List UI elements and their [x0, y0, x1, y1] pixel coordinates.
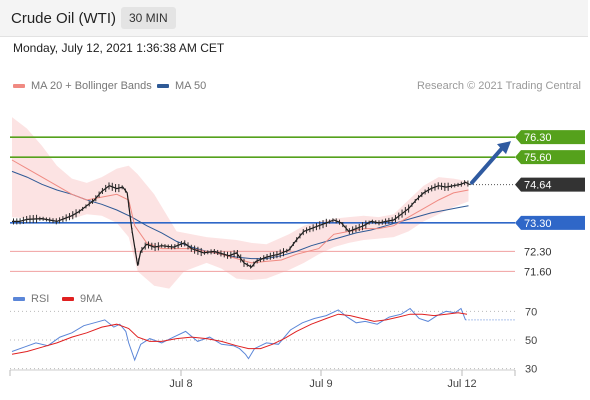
- instrument-title: Crude Oil (WTI): [11, 10, 116, 27]
- x-tick-label: Jul 9: [309, 378, 332, 390]
- ma50-swatch: [157, 84, 169, 89]
- legend-ma20: MA 20 + Bollinger Bands: [13, 80, 152, 92]
- rsi-level-label-30: 30: [525, 364, 537, 376]
- legend-ma50: MA 50: [157, 80, 206, 92]
- rsi-level-label-50: 50: [525, 335, 537, 347]
- level-tag-76.30: [515, 130, 585, 145]
- level-tag-74.64: [515, 177, 585, 192]
- rsi-level-label-70: 70: [525, 306, 537, 318]
- legend-rsi: RSI: [13, 293, 49, 305]
- rsi-line: [11, 307, 466, 362]
- ma20-line: [11, 159, 469, 264]
- level-tag-75.60: [515, 150, 585, 165]
- level-label-72.30: 72.30: [524, 246, 552, 258]
- x-tick-label: Jul 8: [169, 378, 192, 390]
- x-tick-label: Jul 12: [447, 378, 476, 390]
- rsi-9ma-line: [11, 312, 468, 355]
- level-label-76.30: 76.30: [524, 132, 552, 144]
- legend-ma20-label: MA 20 + Bollinger Bands: [31, 80, 152, 92]
- legend-rsi-label: RSI: [31, 293, 50, 305]
- price-panel: 76.30 75.60 74.64 73.30 72.30 71.60: [10, 117, 585, 289]
- timestamp: Monday, July 12, 2021 1:36:38 AM CET: [13, 41, 225, 55]
- legend-ma50-label: MA 50: [175, 80, 207, 92]
- ma20-swatch: [13, 84, 25, 89]
- legend-9ma-label: 9MA: [80, 293, 103, 305]
- 9ma-swatch: [62, 297, 74, 302]
- rsi-swatch: [13, 297, 25, 302]
- forecast-arrow: [470, 145, 505, 185]
- level-label-73.30: 73.30: [524, 218, 552, 230]
- time-axis: Jul 8 Jul 9 Jul 12: [9, 369, 516, 390]
- legend-9ma: 9MA: [62, 293, 103, 305]
- forecast-arrow-head: [497, 141, 511, 155]
- level-label-71.60: 71.60: [524, 266, 552, 278]
- level-label-74.64: 74.64: [524, 180, 552, 192]
- level-tag-73.30: [515, 215, 585, 230]
- rsi-panel: 70 50 30: [10, 306, 537, 376]
- bollinger-band: [12, 117, 469, 289]
- research-credit: Research © 2021 Trading Central: [416, 80, 581, 92]
- interval-badge[interactable]: 30 MIN: [121, 7, 176, 29]
- level-label-75.60: 75.60: [524, 152, 552, 164]
- chart-header: Crude Oil (WTI) 30 MIN: [0, 0, 588, 37]
- ma50-line: [11, 170, 469, 260]
